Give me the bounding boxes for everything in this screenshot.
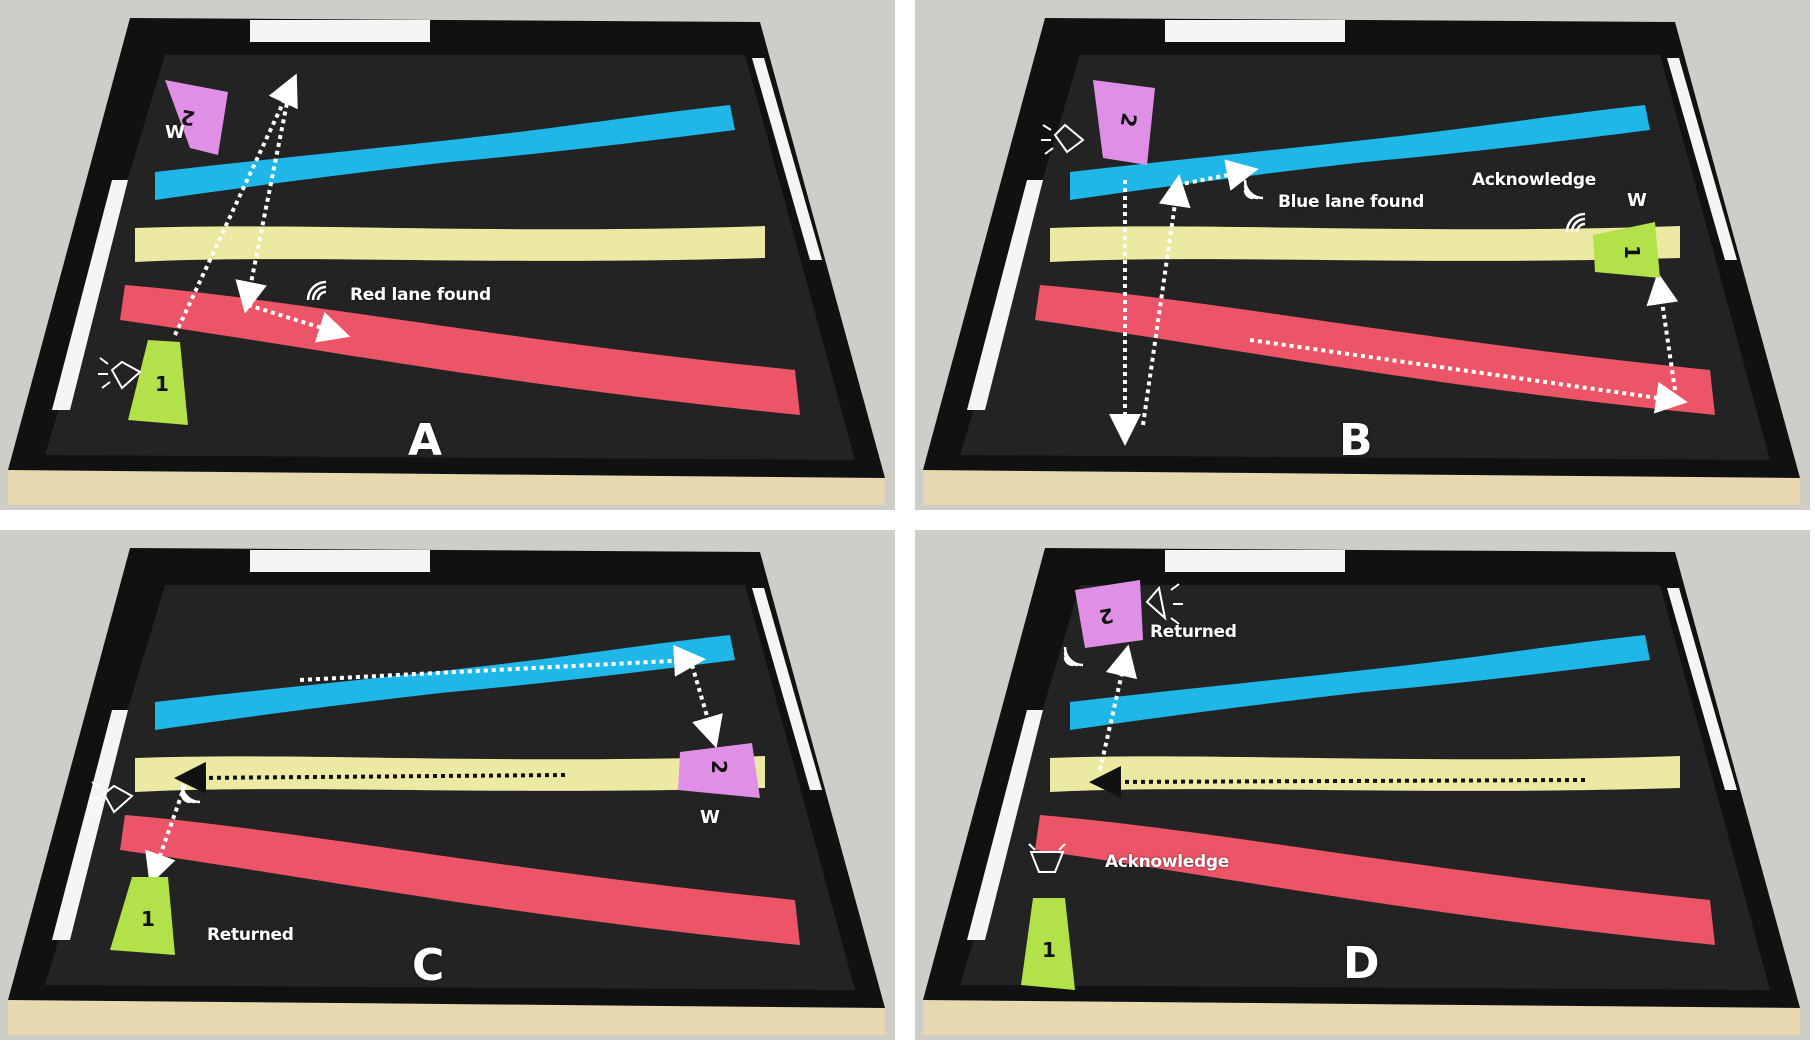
robot-1: [1021, 898, 1075, 990]
robot-1-number: 1: [1620, 245, 1644, 259]
waiting-label: W: [700, 807, 720, 828]
panel-letter: D: [1343, 938, 1380, 989]
whiteboard-top: [250, 20, 430, 42]
path-down: [235, 87, 292, 314]
panel-letter: B: [1339, 415, 1373, 466]
whiteboard-top: [1165, 550, 1345, 572]
annotation-blue-lane-found: Blue lane found: [1278, 192, 1425, 212]
yellow-lane: [1050, 226, 1680, 262]
robot-1-number: 1: [141, 907, 155, 931]
yellow-lane: [1050, 756, 1680, 792]
waiting-label: W: [1627, 190, 1647, 211]
annotation-returned: Returned: [207, 925, 294, 945]
robot-2: [165, 80, 228, 155]
red-lane: [120, 815, 800, 945]
robot-2-number: 2: [707, 760, 731, 774]
whiteboard-right: [1667, 58, 1737, 260]
speaker-icon: [90, 781, 134, 814]
signal-icon: [1243, 179, 1264, 200]
robot-1-number: 1: [1042, 938, 1056, 962]
waiting-label: W: [165, 122, 185, 143]
arena-d: 2: [923, 548, 1800, 1035]
yellow-lane: [135, 226, 765, 262]
path-down-right: [690, 664, 723, 749]
panel-c: 2 1 W Returned C: [0, 530, 895, 1040]
path-down-left: [145, 784, 187, 886]
whiteboard-top: [1165, 20, 1345, 42]
robot-1-number: 1: [155, 372, 169, 396]
panel-d: 2 Returned 1 Acknowledge D: [915, 530, 1810, 1040]
annotation-returned: Returned: [1150, 622, 1237, 642]
whiteboard-right: [752, 58, 822, 260]
panel-letter: C: [412, 940, 445, 991]
arena-rim: [923, 1000, 1800, 1035]
whiteboard-left: [967, 710, 1043, 940]
arena-rim: [8, 470, 885, 505]
arena-c: 2: [8, 548, 885, 1035]
speaker-icon: [1145, 583, 1183, 625]
path-yellow-left: [174, 761, 566, 794]
path-up: [1098, 644, 1138, 771]
robot-2: [1093, 80, 1155, 165]
path-up: [173, 73, 298, 336]
arena-a: 2: [8, 18, 885, 505]
robot-1: [110, 877, 175, 955]
blue-lane: [155, 635, 735, 730]
signal-icon-ack: [1565, 212, 1586, 233]
panel-letter: A: [408, 415, 443, 466]
whiteboard-left: [52, 180, 128, 410]
path-up-right: [1646, 272, 1679, 391]
robot-1: [128, 340, 188, 425]
robot-2-number: 2: [1097, 603, 1115, 629]
robot-2-number: 2: [1116, 111, 1142, 129]
whiteboard-left: [52, 710, 128, 940]
whiteboard-left: [967, 180, 1043, 410]
whiteboard-top: [250, 550, 430, 572]
robot-1: [1593, 222, 1660, 278]
signal-icon: [1063, 646, 1084, 667]
blue-lane: [155, 105, 735, 200]
blue-lane: [1070, 105, 1650, 200]
path-blue-right: [299, 644, 706, 682]
annotation-acknowledge: Acknowledge: [1105, 852, 1229, 872]
path-yellow-left: [1089, 765, 1586, 798]
panel-b: 2 1 Blue lane found Acknowledge W B: [915, 0, 1810, 510]
whiteboard-right: [1667, 588, 1737, 790]
annotation-acknowledge: Acknowledge: [1472, 170, 1596, 190]
blue-lane: [1070, 635, 1650, 730]
robot-2: [1075, 580, 1143, 648]
path-right: [1176, 159, 1259, 191]
panel-a: 2 W 1 Red lane found A: [0, 0, 895, 510]
speaker-icon: [1041, 123, 1085, 155]
arena-rim: [8, 1000, 885, 1035]
arena-b: 2 1: [923, 18, 1800, 505]
red-lane: [1035, 815, 1715, 945]
path-red: [1249, 338, 1688, 414]
signal-icon: [180, 783, 201, 804]
robot-2: [678, 743, 760, 798]
whiteboard-right: [752, 588, 822, 790]
speaker-icon-robot1: [1028, 843, 1066, 873]
signal-icon: [306, 280, 327, 301]
robot-2-number: 2: [179, 105, 197, 131]
annotation-red-lane-found: Red lane found: [350, 285, 491, 305]
arena-rim: [923, 470, 1800, 505]
speaker-icon: [98, 357, 142, 390]
path-right: [247, 303, 351, 343]
